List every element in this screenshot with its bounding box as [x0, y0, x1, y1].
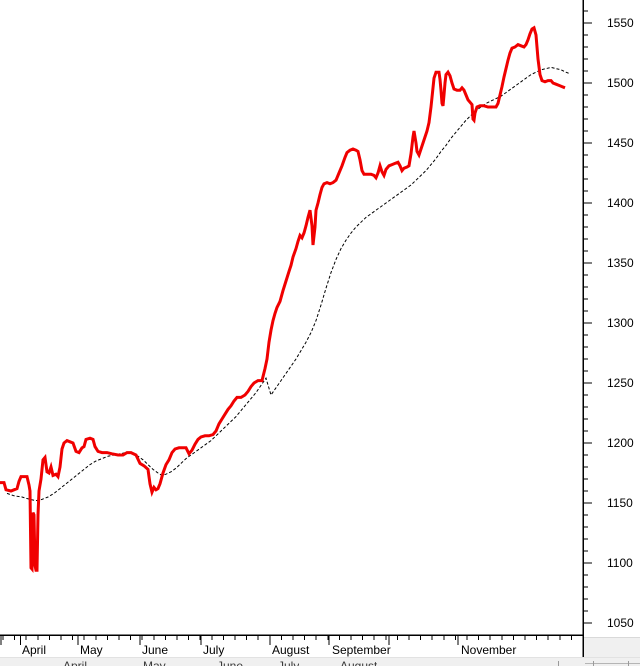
- x-month-label: July: [203, 643, 224, 657]
- y-tick-label: 1300: [607, 316, 634, 330]
- bottom-strip-month-label: July: [278, 660, 299, 666]
- moving-average-line: [6, 66, 570, 502]
- bottom-panel-strip: April May June July August: [0, 657, 640, 666]
- moving-average-series: [6, 66, 570, 502]
- y-axis: 1050 1100 1150 1200 1250 1300 1350 1400 1450 1500…: [582, 0, 634, 657]
- bottom-strip-tick: [593, 661, 594, 666]
- axis-corner-blank: [584, 637, 640, 658]
- x-month-label: June: [142, 643, 168, 657]
- price-line: [0, 25, 566, 574]
- x-month-label: August: [272, 643, 310, 657]
- bottom-strip-month-label: June: [217, 660, 243, 666]
- bottom-strip-tick: [628, 661, 629, 666]
- y-tick-label: 1500: [607, 76, 634, 90]
- x-month-label: April: [22, 643, 46, 657]
- x-axis: April May June July August September November: [0, 634, 583, 657]
- bottom-strip-tick: [558, 661, 559, 666]
- y-tick-label: 1550: [607, 16, 634, 30]
- y-tick-label: 1200: [607, 436, 634, 450]
- x-month-label: May: [80, 643, 103, 657]
- y-tick-label: 1400: [607, 196, 634, 210]
- y-tick-label: 1100: [607, 556, 633, 570]
- y-tick-label: 1350: [607, 256, 634, 270]
- y-tick-label: 1050: [607, 616, 634, 630]
- bottom-strip-month-label: May: [143, 660, 166, 666]
- y-tick-label: 1250: [607, 376, 634, 390]
- x-month-label: September: [332, 643, 391, 657]
- y-tick-label: 1450: [607, 136, 634, 150]
- x-month-label: November: [461, 643, 516, 657]
- price-series: [0, 25, 566, 574]
- bottom-strip-month-label: August: [340, 660, 377, 666]
- y-tick-label: 1150: [607, 496, 633, 510]
- bottom-strip-line: [585, 663, 640, 664]
- bottom-strip-month-label: April: [63, 660, 87, 666]
